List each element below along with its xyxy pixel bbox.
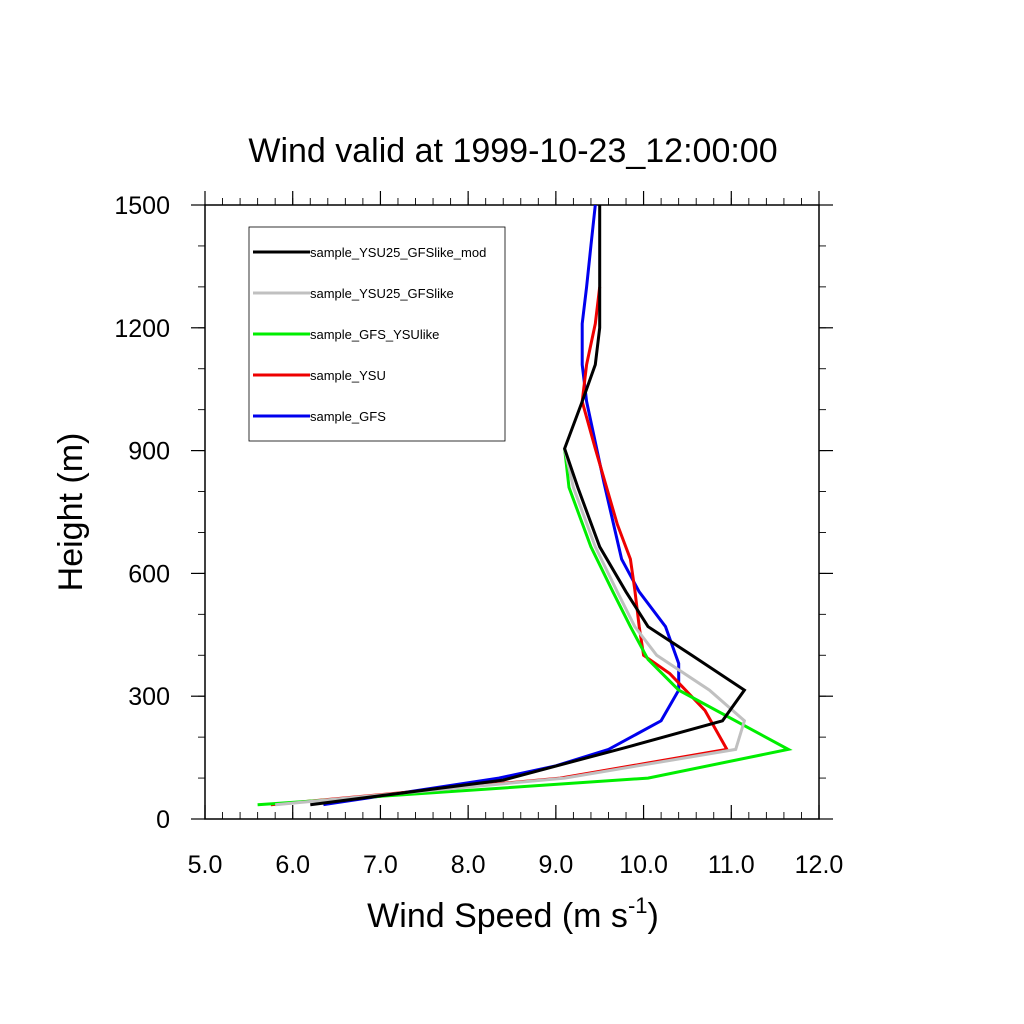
- y-tick-label: 300: [128, 683, 170, 711]
- major-ticks: [191, 191, 833, 820]
- y-tick-label: 1200: [114, 315, 170, 343]
- legend-label: sample_GFS: [310, 409, 386, 424]
- x-tick-label: 5.0: [188, 851, 223, 879]
- y-tick-label: 900: [128, 438, 170, 466]
- x-tick-label: 8.0: [451, 851, 486, 879]
- series-line-sample-ysu25-gfslike: [275, 448, 747, 807]
- y-tick-labels: 0 300 600 900 1200 1500: [114, 192, 170, 834]
- x-tick-label: 11.0: [708, 851, 755, 879]
- series-line-sample-gfs: [323, 205, 681, 807]
- x-axis-label: Wind Speed (m s-1): [367, 893, 659, 935]
- y-tick-label: 600: [128, 560, 170, 588]
- x-axis-label-main: Wind Speed (m s: [367, 897, 628, 935]
- x-tick-labels: 5.0 6.0 7.0 8.0 9.0 10.0 11.0 12.0: [188, 851, 844, 879]
- series-line-sample-gfs-ysulike: [257, 448, 793, 807]
- y-tick-label: 1500: [114, 192, 170, 220]
- x-axis-label-sup: -1: [628, 893, 648, 918]
- series-lines: [257, 205, 793, 807]
- series-line-sample-ysu: [270, 286, 730, 807]
- y-axis-label: Height (m): [52, 433, 90, 592]
- series-line-sample-ysu25-gfslike-mod: [310, 205, 747, 807]
- plot-frame: [204, 204, 820, 820]
- legend-label: sample_YSU: [310, 368, 386, 383]
- legend-label: sample_GFS_YSUlike: [310, 327, 439, 342]
- y-tick-label: 0: [156, 806, 170, 834]
- x-tick-label: 12.0: [795, 851, 844, 879]
- x-tick-label: 7.0: [363, 851, 398, 879]
- chart-title: Wind valid at 1999-10-23_12:00:00: [248, 132, 777, 170]
- x-axis-label-end: ): [648, 897, 659, 935]
- x-tick-label: 6.0: [275, 851, 310, 879]
- legend-label: sample_YSU25_GFSlike_mod: [310, 245, 486, 260]
- legend: sample_YSU25_GFSlike_mod sample_YSU25_GFS…: [248, 226, 506, 442]
- x-tick-label: 10.0: [619, 851, 668, 879]
- x-tick-label: 9.0: [538, 851, 573, 879]
- legend-label: sample_YSU25_GFSlike: [310, 286, 454, 301]
